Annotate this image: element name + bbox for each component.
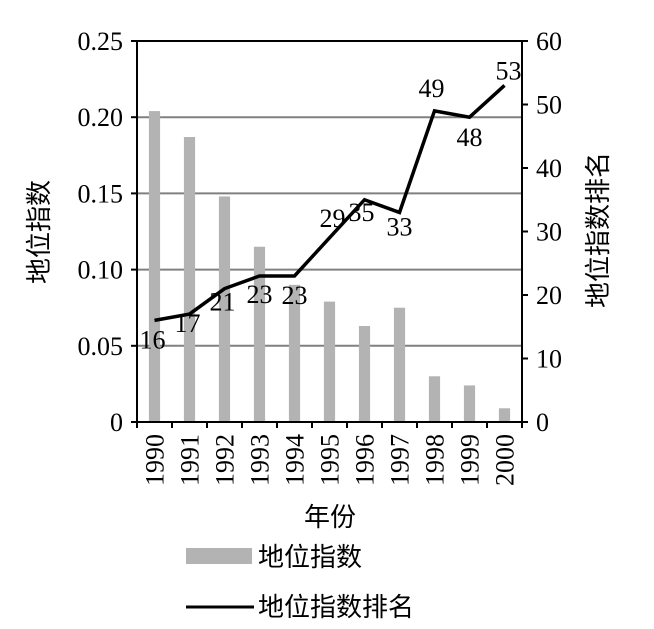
right-y-tick-label: 40 <box>536 154 562 183</box>
left-y-tick-label: 0.10 <box>78 256 124 285</box>
x-tick-label: 2000 <box>491 434 520 486</box>
rank-line <box>154 84 506 323</box>
bar <box>498 408 511 422</box>
bar <box>393 307 406 422</box>
line-data-label: 16 <box>140 325 166 354</box>
right-y-tick-label: 20 <box>536 281 562 310</box>
x-tick-label: 1998 <box>421 434 450 486</box>
x-tick-label: 1997 <box>386 434 415 486</box>
bar <box>463 385 476 422</box>
bar <box>358 325 371 422</box>
line-data-label: 48 <box>457 123 483 152</box>
bar <box>183 137 196 422</box>
bar <box>323 301 336 422</box>
x-tick-labels: 1990 1991 1992 1993 1994 1995 1996 1997 1998 1999… <box>141 434 520 486</box>
bar <box>288 284 301 422</box>
line-data-label: 17 <box>175 309 201 338</box>
line-data-labels: 16 17 21 23 23 29 35 33 49 48 53 <box>140 56 522 354</box>
right-y-tick-label: 10 <box>536 345 562 374</box>
line-data-label: 53 <box>496 56 522 85</box>
line-data-label: 21 <box>210 288 236 317</box>
x-tick-label: 1993 <box>246 434 275 486</box>
axes <box>131 40 528 428</box>
bar <box>253 246 266 422</box>
x-tick-label: 1992 <box>211 434 240 486</box>
legend: 地位指数 地位指数排名 <box>186 543 414 622</box>
left-y-axis-title: 地位指数 <box>25 180 54 284</box>
bar <box>218 196 231 422</box>
right-y-tick-labels: 0 10 20 30 40 50 60 <box>536 27 562 437</box>
bar <box>428 376 441 422</box>
left-y-tick-label: 0.25 <box>78 27 124 56</box>
line-data-label: 33 <box>387 212 413 241</box>
right-y-tick-label: 60 <box>536 27 562 56</box>
line-data-label: 49 <box>419 74 445 103</box>
line-series <box>154 84 506 323</box>
left-y-tick-label: 0.15 <box>78 179 124 208</box>
x-tick-label: 1991 <box>176 434 205 486</box>
x-axis-title: 年份 <box>304 503 356 532</box>
right-y-tick-label: 50 <box>536 91 562 120</box>
line-data-label: 23 <box>282 281 308 310</box>
left-y-tick-labels: 0 0.05 0.10 0.15 0.20 0.25 <box>78 27 124 437</box>
line-data-label: 29 <box>320 204 346 233</box>
x-tick-label: 1994 <box>281 434 310 486</box>
line-data-label: 23 <box>247 280 273 309</box>
bar <box>148 111 161 422</box>
x-tick-label: 1990 <box>141 434 170 486</box>
line-data-label: 35 <box>349 198 375 227</box>
right-y-tick-label: 30 <box>536 218 562 247</box>
left-y-tick-label: 0.05 <box>78 332 124 361</box>
legend-bar-swatch <box>186 548 252 564</box>
right-y-axis-title: 地位指数排名 <box>584 152 613 308</box>
x-tick-label: 1999 <box>456 434 485 486</box>
right-y-tick-label: 0 <box>536 408 549 437</box>
legend-line-label: 地位指数排名 <box>258 593 414 622</box>
left-y-tick-label: 0 <box>110 408 123 437</box>
legend-bar-label: 地位指数 <box>258 543 362 572</box>
x-tick-label: 1995 <box>316 434 345 486</box>
left-y-tick-label: 0.20 <box>78 103 124 132</box>
x-tick-label: 1996 <box>351 434 380 486</box>
bar-series <box>148 111 511 422</box>
